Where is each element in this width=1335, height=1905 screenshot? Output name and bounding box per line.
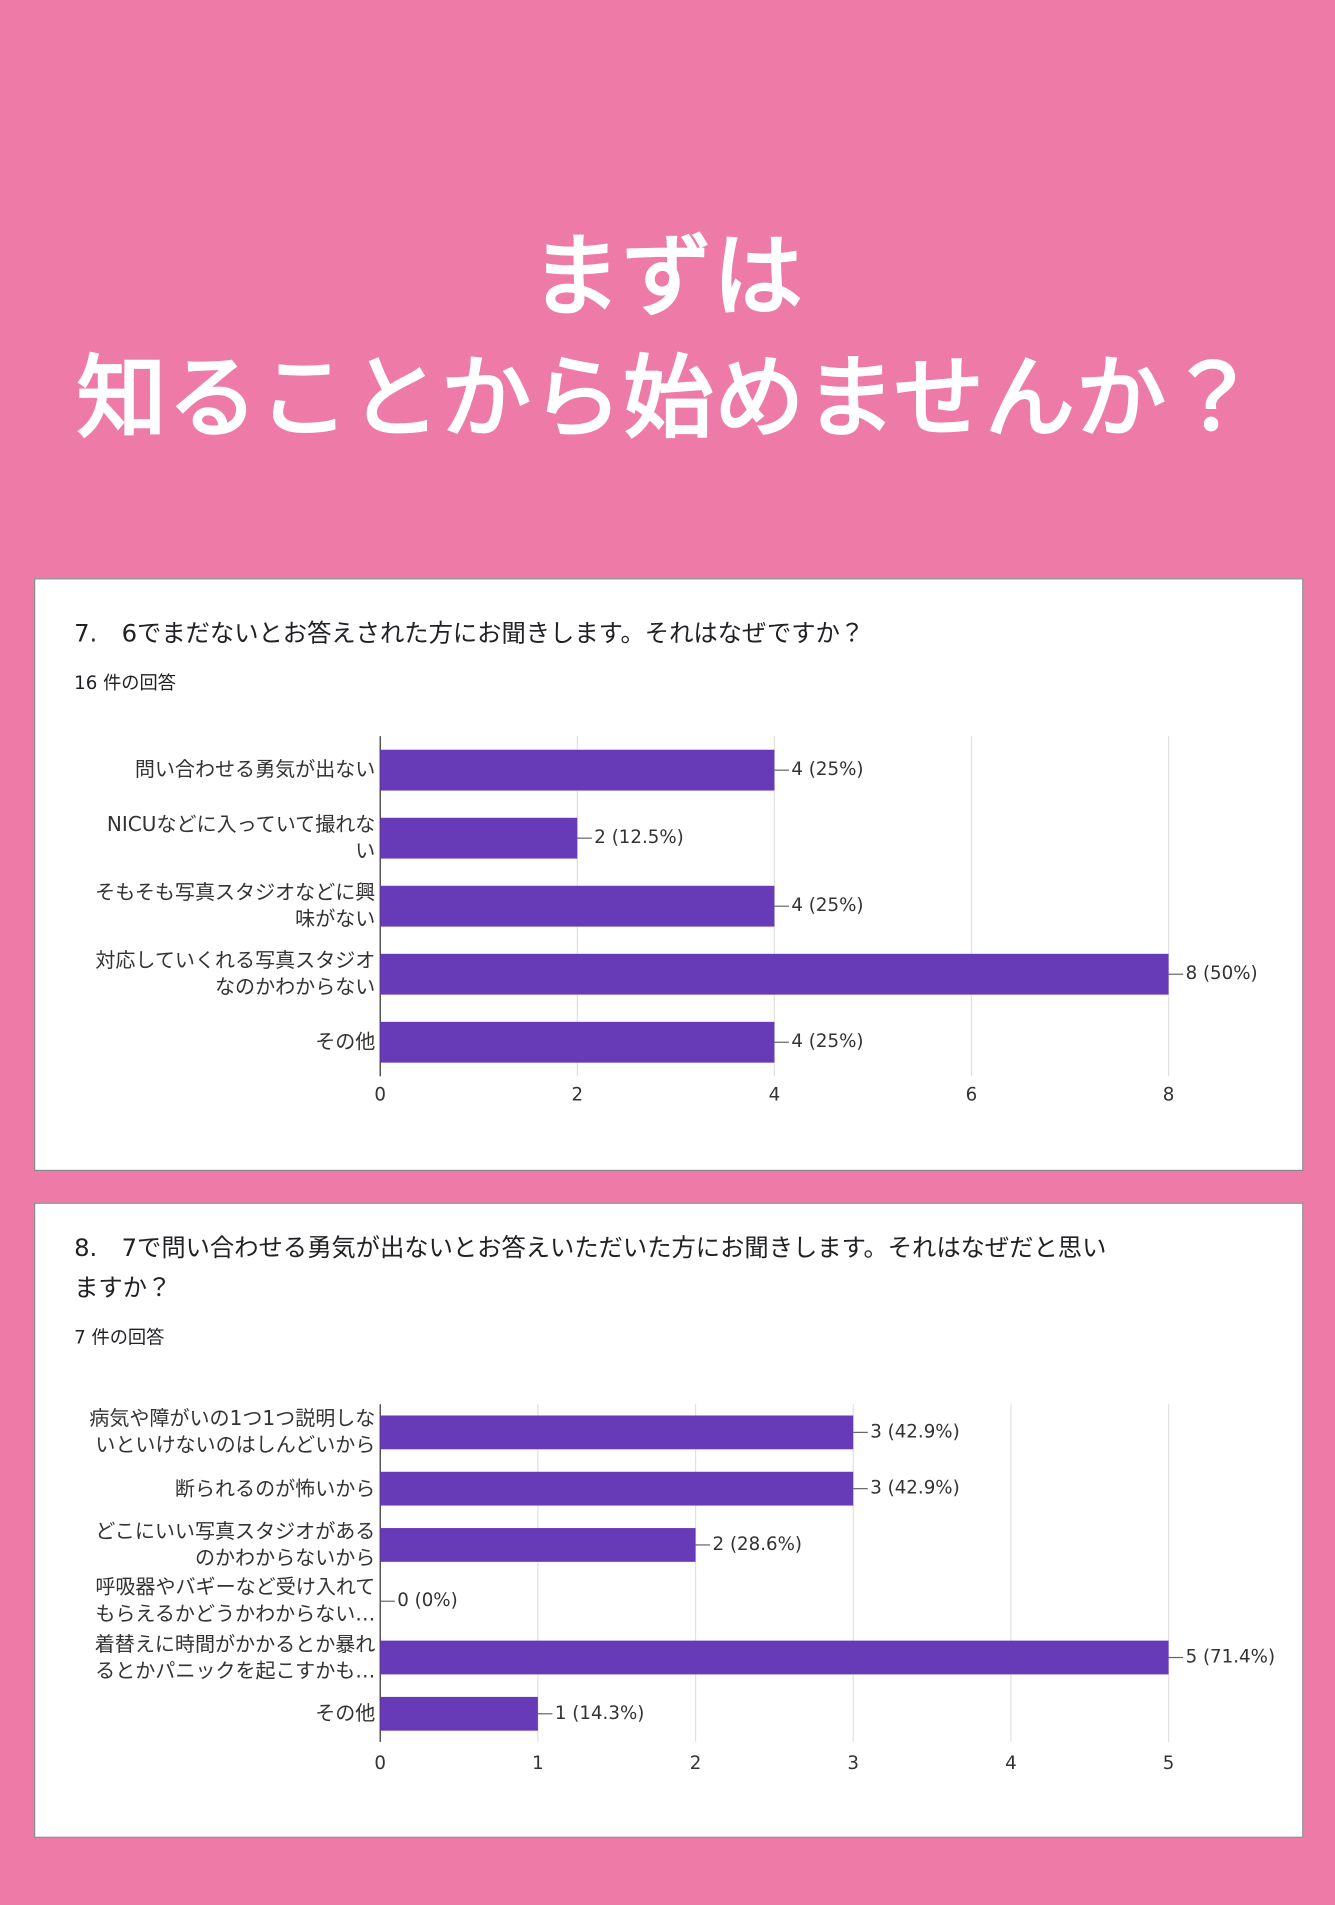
bar	[380, 953, 1169, 995]
category-label: 問い合わせる勇気が出ない	[134, 757, 376, 782]
x-tick-label: 4	[1005, 1753, 1017, 1774]
bar	[380, 1696, 538, 1731]
value-label: 2 (12.5%)	[594, 827, 683, 848]
x-tick-label: 4	[769, 1085, 781, 1106]
x-tick-label: 2	[690, 1753, 702, 1774]
x-tick-label: 2	[572, 1085, 584, 1106]
x-tick-label: 5	[1163, 1753, 1175, 1774]
plot: 0 1 2 3 4 5 3 (42.9%) 3 (42.9%) 2 (28.6%) 0 (0%) 5…	[374, 1404, 1275, 1774]
bar	[380, 817, 578, 859]
value-label: 5 (71.4%)	[1186, 1647, 1275, 1668]
x-tick-label: 0	[374, 1085, 386, 1106]
question-title: 8. 7で問い合わせる勇気が出ないとお答えいただいた方にお聞きします。それはなぜ…	[74, 1232, 1107, 1303]
response-count: 7 件の回答	[74, 1326, 165, 1349]
headline: 知ることから始めませんか？	[76, 346, 1259, 451]
category-label: その他	[315, 1701, 376, 1725]
bar	[380, 749, 775, 791]
value-label: 3 (42.9%)	[870, 1478, 959, 1499]
chart-panel: 8. 7で問い合わせる勇気が出ないとお答えいただいた方にお聞きします。それはなぜ…	[34, 1202, 1304, 1838]
value-label: 3 (42.9%)	[870, 1421, 959, 1442]
category-label: 着替えに時間がかかるとか暴れるとかパニックを起こすかも…	[94, 1632, 376, 1682]
value-label: 2 (28.6%)	[713, 1534, 802, 1555]
category-label: そもそも写真スタジオなどに興味がない	[95, 880, 376, 931]
plot: 0 2 4 6 8 4 (25%) 2 (12.5%) 4 (25%) 8 (50%) 4 (25…	[374, 736, 1258, 1106]
category-label: 病気や障がいの1つ1つ説明しないといけないのはしんどいから	[89, 1406, 376, 1457]
chart-panel: 7. 6でまだないとお答えされた方にお聞きします。それはなぜですか？ 16 件の回…	[34, 578, 1304, 1172]
x-tick-label: 8	[1163, 1085, 1175, 1106]
category-label: 呼吸器やバギーなど受け入れてもらえるかどうかわからない…	[95, 1575, 376, 1626]
bar	[380, 1471, 854, 1506]
category-label: その他	[315, 1030, 376, 1054]
category-label: 断られるのが怖いから	[174, 1476, 376, 1500]
category-label: どこにいい写真スタジオがあるのかわからないから	[95, 1519, 376, 1570]
value-label: 8 (50%)	[1186, 963, 1258, 984]
question-title: 7. 6でまだないとお答えされた方にお聞きします。それはなぜですか？	[74, 618, 865, 648]
value-label: 4 (25%)	[791, 759, 863, 780]
bar	[380, 885, 775, 927]
value-label: 1 (14.3%)	[555, 1703, 644, 1724]
value-label: 4 (25%)	[791, 1031, 863, 1052]
x-tick-label: 1	[532, 1753, 544, 1774]
bar	[380, 1528, 696, 1562]
value-label: 0 (0%)	[397, 1590, 458, 1611]
x-tick-label: 6	[966, 1085, 978, 1106]
value-label: 4 (25%)	[791, 895, 863, 916]
category-label: 対応していくれる写真スタジオなのかわからない	[95, 948, 376, 999]
bar	[380, 1415, 854, 1450]
x-tick-label: 0	[374, 1753, 386, 1774]
response-count: 16 件の回答	[74, 671, 176, 694]
category-label: NICUなどに入っていて撮れない	[106, 812, 376, 863]
bar	[380, 1021, 775, 1063]
x-tick-label: 3	[847, 1753, 859, 1774]
bar	[380, 1640, 1169, 1675]
headline: まずは	[530, 224, 805, 330]
